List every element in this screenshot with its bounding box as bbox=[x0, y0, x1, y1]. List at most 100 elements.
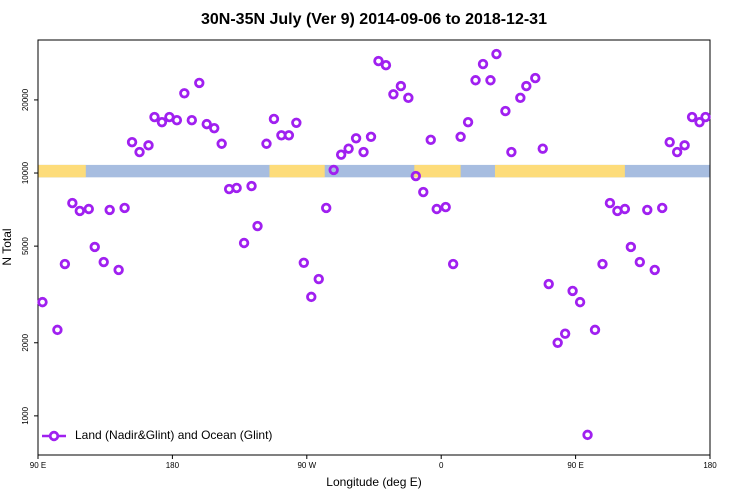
data-point bbox=[156, 116, 168, 128]
data-point bbox=[410, 170, 422, 182]
data-point bbox=[619, 203, 631, 215]
data-point bbox=[298, 257, 310, 268]
data-point bbox=[201, 118, 212, 130]
legend-marker bbox=[48, 430, 60, 442]
data-point bbox=[477, 58, 489, 70]
data-point bbox=[59, 258, 71, 270]
data-point bbox=[261, 138, 272, 149]
x-tick-label: 90 E bbox=[567, 461, 583, 470]
y-tick-label: 20000 bbox=[21, 88, 30, 111]
y-tick-label: 2000 bbox=[21, 333, 30, 351]
x-tick-label: 0 bbox=[439, 461, 444, 470]
plot-frame bbox=[37, 39, 711, 456]
data-point bbox=[395, 80, 407, 92]
data-point bbox=[313, 273, 324, 285]
data-point bbox=[186, 115, 198, 126]
data-point bbox=[350, 133, 362, 144]
data-point bbox=[238, 237, 250, 249]
data-point bbox=[552, 337, 563, 348]
data-point bbox=[328, 164, 339, 176]
data-point bbox=[694, 116, 705, 128]
data-point bbox=[700, 111, 711, 123]
data-point bbox=[537, 143, 548, 154]
data-point bbox=[515, 92, 526, 104]
data-point bbox=[388, 89, 399, 100]
data-point bbox=[119, 202, 130, 214]
data-point bbox=[403, 92, 414, 104]
data-point bbox=[104, 204, 115, 216]
x-axis-label: Longitude (deg E) bbox=[326, 475, 421, 489]
data-point bbox=[52, 324, 63, 336]
y-tick-label: 5000 bbox=[21, 237, 30, 255]
x-tick-label: 90 E bbox=[30, 461, 46, 470]
data-point bbox=[358, 146, 369, 158]
data-point bbox=[126, 136, 138, 148]
data-point bbox=[231, 182, 242, 194]
data-point bbox=[306, 291, 317, 303]
data-point bbox=[113, 264, 124, 276]
data-point bbox=[67, 197, 78, 209]
data-point bbox=[491, 48, 502, 60]
x-tick-label: 90 W bbox=[297, 461, 316, 470]
data-point bbox=[500, 105, 511, 117]
data-point bbox=[574, 296, 586, 308]
land-band bbox=[494, 164, 625, 178]
data-point bbox=[625, 241, 637, 253]
data-point bbox=[83, 203, 94, 215]
data-point bbox=[89, 241, 100, 253]
data-point bbox=[530, 72, 541, 84]
data-point bbox=[283, 130, 295, 141]
y-tick-label: 10000 bbox=[21, 161, 30, 184]
data-point bbox=[470, 75, 481, 86]
x-tick-label: 180 bbox=[166, 461, 180, 470]
data-point bbox=[521, 80, 532, 92]
data-point bbox=[98, 256, 109, 268]
data-point bbox=[171, 115, 183, 126]
land-band bbox=[414, 164, 461, 178]
data-point bbox=[649, 264, 660, 276]
data-point bbox=[657, 202, 668, 214]
data-point bbox=[604, 197, 616, 209]
data-point bbox=[431, 203, 442, 215]
legend-label: Land (Nadir&Glint) and Ocean (Glint) bbox=[75, 428, 272, 442]
data-point bbox=[343, 143, 354, 154]
data-point bbox=[134, 146, 145, 158]
data-point bbox=[559, 328, 571, 339]
data-point bbox=[440, 201, 451, 213]
data-point bbox=[671, 146, 683, 158]
data-point bbox=[252, 220, 263, 232]
data-point bbox=[679, 140, 690, 151]
data-point bbox=[37, 296, 48, 308]
data-point bbox=[455, 131, 466, 142]
y-tick-label: 1000 bbox=[21, 406, 30, 424]
data-point bbox=[380, 59, 392, 71]
data-point bbox=[567, 285, 578, 297]
data-point bbox=[194, 77, 205, 89]
land-band bbox=[38, 164, 86, 178]
data-point bbox=[597, 258, 608, 270]
data-point bbox=[447, 258, 459, 270]
land-band bbox=[269, 164, 325, 178]
data-point bbox=[418, 186, 429, 198]
data-point bbox=[462, 116, 474, 128]
x-tick-label: 180 bbox=[703, 461, 717, 470]
data-point bbox=[216, 138, 227, 149]
data-point bbox=[268, 113, 280, 125]
data-point bbox=[425, 134, 436, 146]
data-point bbox=[582, 429, 593, 441]
data-point bbox=[664, 136, 675, 148]
data-point bbox=[485, 75, 496, 86]
data-point bbox=[589, 324, 601, 336]
data-point bbox=[143, 140, 154, 151]
data-point bbox=[373, 55, 384, 67]
data-point bbox=[543, 278, 554, 290]
data-point bbox=[179, 88, 190, 99]
data-point bbox=[74, 205, 86, 217]
data-point bbox=[209, 122, 220, 134]
data-point bbox=[335, 149, 347, 160]
data-point bbox=[642, 204, 653, 216]
y-axis-label: N Total bbox=[0, 228, 14, 265]
chart-title: 30N-35N July (Ver 9) 2014-09-06 to 2018-… bbox=[201, 11, 547, 28]
data-point bbox=[365, 131, 377, 142]
